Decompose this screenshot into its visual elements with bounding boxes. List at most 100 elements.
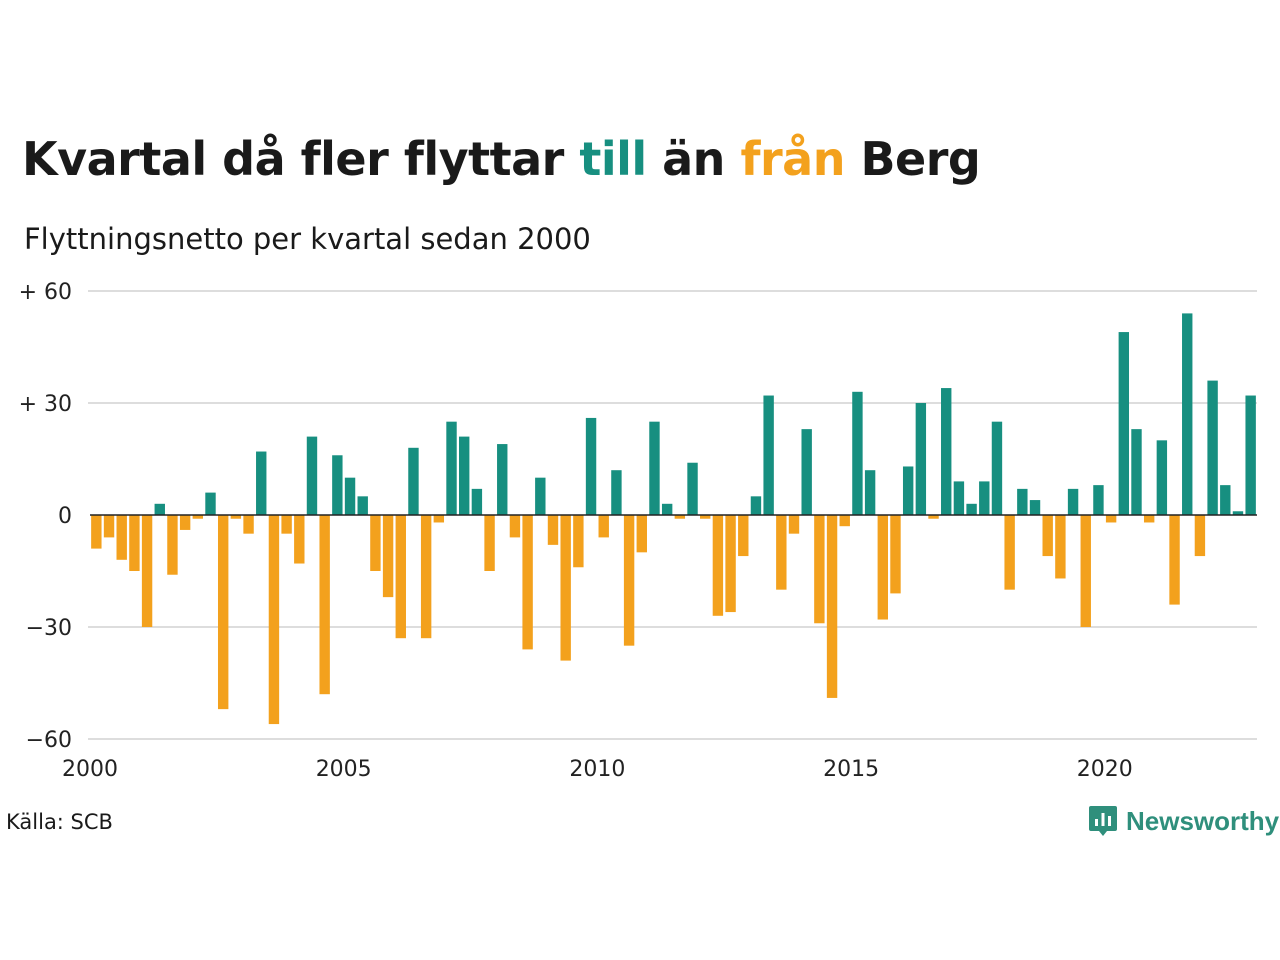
bar xyxy=(230,515,242,519)
bar xyxy=(332,455,343,515)
bar xyxy=(1042,515,1053,557)
bar xyxy=(1220,485,1231,515)
bar xyxy=(839,515,850,527)
bar xyxy=(1118,332,1130,515)
bar xyxy=(116,515,127,560)
bar xyxy=(864,470,876,515)
bar xyxy=(103,515,115,538)
brand-logo[interactable]: Newsworthy xyxy=(1088,804,1279,838)
bar xyxy=(1143,515,1155,523)
bar xyxy=(750,496,762,515)
bar xyxy=(915,403,927,515)
bar xyxy=(459,436,470,515)
newsworthy-logo-icon xyxy=(1089,806,1117,836)
title-highlight-from: från xyxy=(740,132,845,186)
title-part-3: Berg xyxy=(844,132,981,186)
bar xyxy=(852,391,863,515)
y-axis-ticks: + 60 + 30 0 −30 −60 xyxy=(19,280,72,753)
bar xyxy=(192,515,204,519)
x-axis-ticks: 2000 2005 2010 2015 2020 xyxy=(62,757,1133,782)
title-part-1: Kvartal då fler flyttar xyxy=(22,132,580,186)
bar xyxy=(560,515,571,661)
bar xyxy=(535,477,546,515)
chart-title: Kvartal då fler flyttar till än från Ber… xyxy=(22,132,981,186)
bar xyxy=(357,496,368,515)
bar xyxy=(408,447,419,515)
bar xyxy=(509,515,521,538)
title-highlight-to: till xyxy=(579,132,647,186)
bar xyxy=(205,492,216,515)
chart-subtitle: Flyttningsnetto per kvartal sedan 2000 xyxy=(24,222,591,256)
bar xyxy=(585,417,597,515)
bar xyxy=(1105,515,1117,523)
bar xyxy=(268,515,280,725)
bar xyxy=(382,515,394,598)
bar xyxy=(725,515,736,613)
bar xyxy=(611,470,622,515)
bar xyxy=(141,515,153,627)
bar xyxy=(497,444,508,515)
bar xyxy=(1004,515,1015,590)
bar xyxy=(966,503,977,515)
brand-name: Newsworthy xyxy=(1126,805,1280,836)
bar xyxy=(420,515,432,639)
bar xyxy=(979,481,990,515)
bar xyxy=(826,515,838,698)
grid-lines xyxy=(88,290,1257,740)
x-tick-label: 2010 xyxy=(569,757,625,782)
bar xyxy=(763,395,774,515)
bar-chart: + 60 + 30 0 −30 −60 2000 2005 2010 2015 2020 xyxy=(19,280,1257,782)
bar xyxy=(890,515,901,594)
bar xyxy=(1156,440,1168,515)
bar xyxy=(167,515,178,575)
y-tick-label: −60 xyxy=(26,728,72,753)
bar xyxy=(1182,313,1193,515)
bar xyxy=(877,515,888,620)
bar xyxy=(319,515,330,695)
bar xyxy=(1055,515,1066,579)
source-note: Källa: SCB xyxy=(6,810,113,834)
bar xyxy=(1131,429,1142,515)
bar xyxy=(306,436,318,515)
bar xyxy=(433,515,445,523)
bar xyxy=(788,515,800,534)
title-part-2: än xyxy=(646,132,741,186)
bar xyxy=(776,515,787,590)
bar xyxy=(129,515,140,571)
y-tick-label: + 30 xyxy=(19,392,72,417)
bar xyxy=(179,515,191,530)
bar xyxy=(941,388,952,515)
bar xyxy=(1067,488,1079,515)
x-tick-label: 2020 xyxy=(1077,757,1133,782)
bar xyxy=(256,451,267,515)
bar xyxy=(1232,511,1244,515)
bar xyxy=(573,515,584,568)
y-tick-label: + 60 xyxy=(19,280,72,305)
bar xyxy=(471,488,483,515)
bar xyxy=(636,515,647,553)
bar xyxy=(91,515,102,549)
bar xyxy=(1017,488,1028,515)
bar xyxy=(243,515,254,534)
x-tick-label: 2015 xyxy=(823,757,879,782)
bar xyxy=(700,515,711,519)
bar xyxy=(1080,515,1091,627)
bar xyxy=(395,515,406,639)
bars xyxy=(91,313,1256,725)
bar xyxy=(281,515,292,534)
bar xyxy=(687,462,698,515)
bar xyxy=(674,515,686,519)
bar xyxy=(1169,515,1180,605)
bar xyxy=(522,515,533,650)
bar xyxy=(370,515,381,571)
bar xyxy=(801,429,812,515)
bar xyxy=(484,515,495,571)
bar xyxy=(661,503,673,515)
bar xyxy=(649,421,660,515)
bar xyxy=(953,481,965,515)
bar xyxy=(738,515,749,557)
bar xyxy=(928,515,939,519)
bar xyxy=(623,515,635,646)
bar xyxy=(294,515,305,564)
bar xyxy=(1207,380,1218,515)
